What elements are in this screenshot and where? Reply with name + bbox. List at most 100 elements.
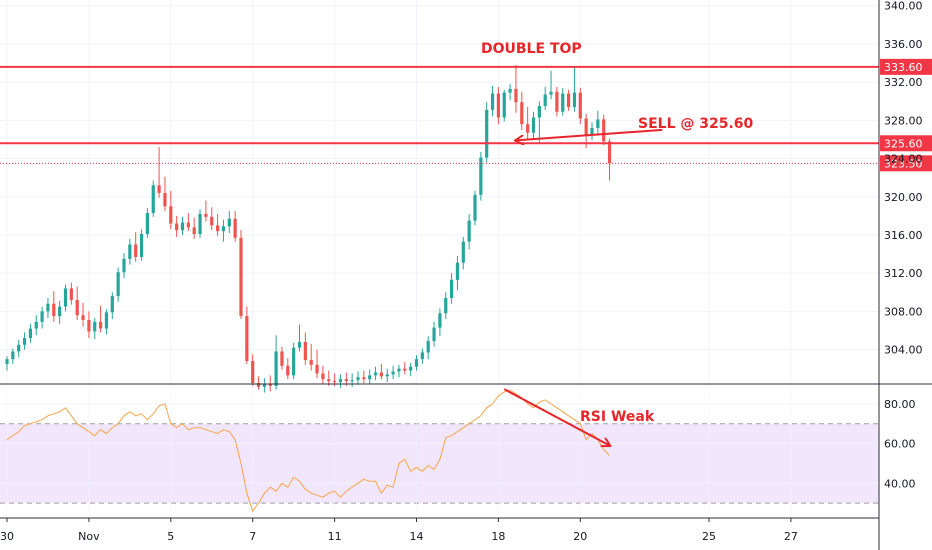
candle — [350, 373, 354, 387]
candle — [432, 321, 436, 347]
candle-body — [526, 124, 530, 133]
candle — [46, 297, 50, 319]
candle — [69, 282, 73, 305]
candle-body — [104, 312, 109, 329]
candle — [315, 349, 319, 379]
candle-body — [286, 365, 290, 376]
time-tick-label: Nov — [78, 530, 100, 543]
candle — [438, 308, 442, 337]
candle — [239, 230, 243, 320]
candle — [233, 211, 237, 242]
price-tick-label: 340.00 — [884, 0, 923, 13]
candle — [28, 323, 32, 343]
candle — [549, 70, 553, 100]
candle-body — [151, 185, 155, 213]
candle — [139, 229, 144, 261]
price-axis[interactable]: 304.00 308.00 312.00 316.00 320.00 324.00 328.… — [884, 0, 923, 357]
candle-body — [444, 297, 448, 314]
candle — [192, 217, 196, 239]
candle-body — [5, 359, 9, 364]
candle-body — [385, 374, 389, 377]
candle — [391, 365, 395, 380]
candle — [63, 284, 68, 312]
candle — [414, 355, 419, 371]
rsi-pane[interactable]: 40.00 60.00 80.00 RSI Weak — [0, 386, 916, 517]
price-levels[interactable]: 333.60 325.60 323.50 — [0, 58, 932, 172]
candle-body — [239, 237, 243, 317]
candle-body — [139, 234, 144, 257]
candle — [303, 332, 307, 365]
candle — [204, 200, 208, 222]
candle-body — [116, 272, 120, 297]
price-tick-label: 316.00 — [884, 229, 923, 242]
price-tick-label: 332.00 — [884, 76, 923, 89]
candle — [87, 311, 91, 339]
candle — [321, 365, 325, 384]
candle-body — [596, 119, 600, 128]
candle-body — [93, 321, 97, 332]
candle-body — [549, 91, 553, 95]
candle — [227, 211, 231, 234]
candle-body — [508, 88, 512, 93]
time-axis[interactable]: 30 Nov 5 7 11 14 18 20 25 27 — [0, 518, 798, 543]
candle — [455, 255, 460, 291]
candle — [134, 232, 138, 262]
candle-body — [134, 244, 138, 257]
rsi-axis[interactable]: 40.00 60.00 80.00 — [884, 398, 916, 490]
candle-body — [555, 91, 559, 112]
candle-body — [602, 119, 606, 142]
candle-body — [251, 361, 255, 383]
candle — [362, 370, 366, 383]
candle — [379, 363, 383, 380]
price-level-badge-label: 323.50 — [884, 157, 923, 170]
sell-arrow — [516, 128, 663, 141]
candle — [467, 213, 471, 250]
candle-body — [303, 341, 307, 361]
candle-body — [110, 296, 114, 313]
candle-body — [368, 375, 372, 380]
candle — [262, 378, 266, 393]
candle — [145, 208, 149, 238]
price-tick-label: 312.00 — [884, 267, 923, 280]
candle-body — [397, 368, 401, 372]
candle-body — [69, 288, 73, 300]
candle-body — [485, 109, 489, 158]
candle-body — [391, 371, 395, 375]
candle-body — [122, 258, 126, 273]
candle — [151, 180, 155, 217]
candle-body — [268, 383, 272, 386]
candle — [479, 151, 483, 201]
candle-body — [338, 379, 343, 383]
candle — [473, 191, 477, 226]
candle-body — [344, 379, 348, 382]
candle — [5, 356, 9, 371]
candle-body — [350, 380, 354, 382]
candle-body — [63, 288, 68, 307]
candle-body — [145, 212, 149, 235]
candle — [157, 147, 161, 198]
candle — [22, 332, 27, 350]
rsi-weak-label: RSI Weak — [580, 409, 655, 425]
candle-body — [362, 377, 366, 380]
candle — [268, 375, 272, 392]
candle-body — [584, 118, 588, 136]
rsi-line — [6, 389, 610, 513]
price-tick-label: 324.00 — [884, 153, 923, 166]
candle-body — [180, 222, 185, 231]
candle — [93, 318, 97, 340]
candle — [397, 364, 401, 378]
sell-label: SELL @ 325.60 — [638, 116, 754, 132]
candle — [426, 336, 430, 360]
rsi-tick-label: 40.00 — [884, 477, 916, 490]
candle-body — [297, 341, 302, 348]
candle — [256, 376, 261, 390]
candle — [508, 84, 512, 101]
candle — [81, 302, 85, 327]
price-pane[interactable]: 333.60 325.60 323.50 304.00 308.00 312.00 316… — [0, 0, 932, 393]
price-grid — [0, 0, 879, 383]
candle-body — [479, 157, 483, 195]
candle-body — [274, 351, 278, 386]
candle — [333, 373, 337, 387]
candle-body — [356, 377, 360, 381]
